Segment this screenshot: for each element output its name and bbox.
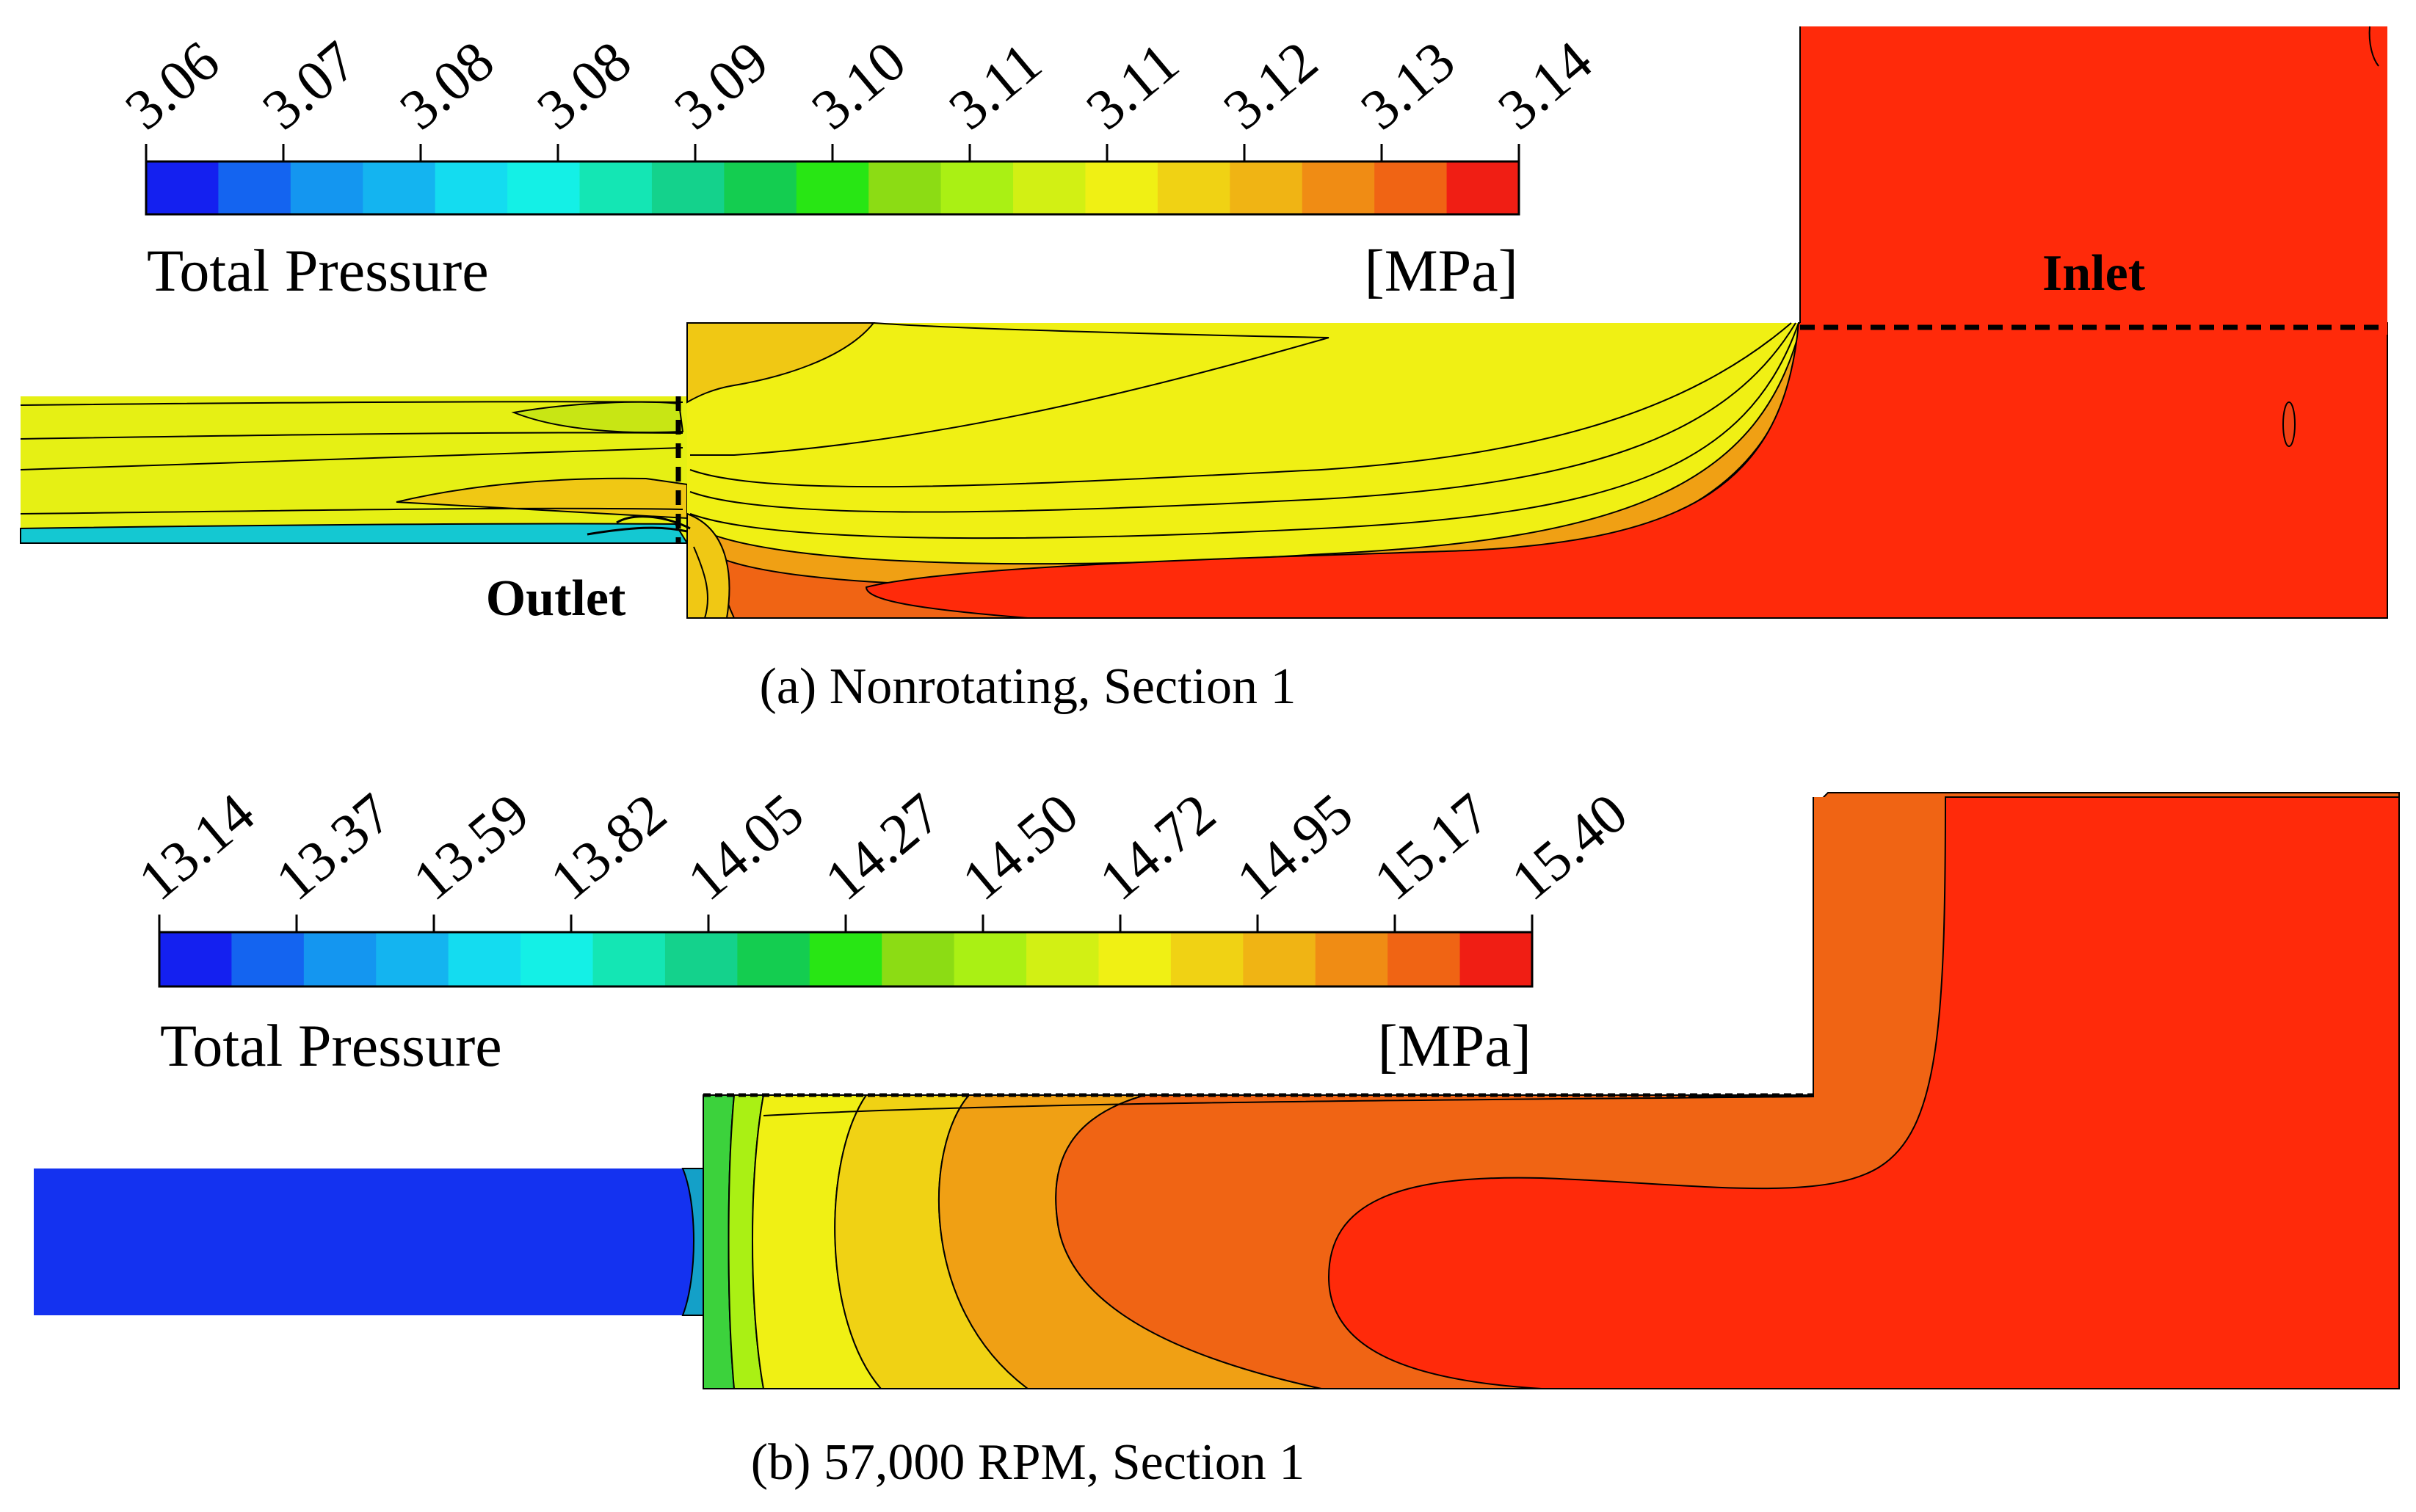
- legend-a-color-segment: [796, 161, 869, 214]
- legend-a-tick-label: 3.08: [525, 29, 642, 142]
- legend-b-tick-label: 14.50: [950, 781, 1089, 912]
- legend-a-color-segment: [218, 161, 291, 214]
- legend-b-unit: [MPa]: [1377, 1012, 1531, 1079]
- legend-b-color-segment: [664, 932, 738, 986]
- legend-a-tick-label: 3.07: [250, 29, 368, 142]
- legend-b-color-segment: [303, 932, 377, 986]
- chamber-a-outlet-corner: [686, 512, 730, 619]
- legend-b-color-segment: [376, 932, 449, 986]
- legend-b-tick-label: 14.72: [1087, 781, 1227, 912]
- legend-a-tick-label: 3.09: [662, 29, 780, 142]
- legend-b-tick-label: 15.40: [1499, 781, 1639, 912]
- legend-a-color-segment: [579, 161, 653, 214]
- chamber-b-red-core: [1327, 796, 2400, 1389]
- outlet-pipe-a-green-spot: [511, 401, 684, 434]
- chamber-a-contour-3: [689, 322, 1796, 513]
- legend-b-color-segment: [159, 932, 233, 986]
- legend-a-color-segment: [940, 161, 1014, 214]
- legend-a: 3.06 3.07 3.08 3.08 3.09 3.10 3.11 3.11 3.12 3.13…: [113, 29, 1603, 304]
- panel-b: 13.1413.3713.5913.8214.0514.2714.5014.72…: [34, 781, 2400, 1491]
- legend-b-tick-label: 13.82: [538, 781, 678, 912]
- legend-a-color-segment: [1230, 161, 1303, 214]
- legend-b-tick-label: 13.37: [264, 781, 403, 912]
- flow-domain-a: Inlet Outlet: [20, 26, 2388, 627]
- outlet-pipe-a-wall-layer: [20, 523, 689, 544]
- chamber-a-contour-2: [689, 322, 1792, 488]
- legend-a-color-segment: [1085, 161, 1158, 214]
- legend-a-tick-label: 3.12: [1211, 29, 1329, 142]
- legend-a-tick-label: 3.08: [388, 29, 505, 142]
- legend-b-tick-labels: 13.1413.3713.5913.8214.0514.2714.5014.72…: [126, 781, 1639, 912]
- legend-b-color-segment: [737, 932, 810, 986]
- legend-b-tick-label: 14.95: [1225, 781, 1364, 912]
- legend-b-color-segment: [520, 932, 594, 986]
- legend-b-color-segment: [1243, 932, 1316, 986]
- legend-a-color-segment: [435, 161, 508, 214]
- flow-domain-b: [34, 792, 2400, 1389]
- legend-b-tick-label: 13.59: [401, 781, 540, 912]
- legend-a-ticks: [145, 144, 1520, 161]
- legend-b-tick-label: 14.27: [813, 781, 952, 912]
- legend-a-color-segment: [1013, 161, 1087, 214]
- outlet-pipe-b-edge: [681, 1168, 704, 1316]
- legend-a-tick-label: 3.06: [113, 29, 231, 142]
- panel-a: 3.06 3.07 3.08 3.08 3.09 3.10 3.11 3.11 3.12 3.13…: [20, 26, 2388, 715]
- legend-a-tick-label: 3.13: [1349, 29, 1466, 142]
- legend-b-color-segment: [592, 932, 666, 986]
- legend-b-color-segment: [1098, 932, 1172, 986]
- legend-b-color-segment: [1315, 932, 1388, 986]
- legend-b-color-segment: [448, 932, 521, 986]
- legend-a-color-segment: [1157, 161, 1230, 214]
- legend-b-color-segment: [882, 932, 955, 986]
- legend-b-tick-label: 15.17: [1362, 781, 1501, 912]
- legend-b-color-segment: [231, 932, 305, 986]
- legend-a-unit: [MPa]: [1364, 237, 1518, 304]
- outlet-pipe-b: [34, 1168, 694, 1315]
- legend-a-color-segment: [290, 161, 363, 214]
- legend-b-color-segment: [954, 932, 1027, 986]
- legend-b-color-segment: [1387, 932, 1461, 986]
- legend-b-tick-label: 13.14: [126, 781, 266, 912]
- legend-b-color-segment: [1170, 932, 1244, 986]
- legend-b-color-segment: [1459, 932, 1533, 986]
- legend-a-color-segment: [363, 161, 436, 214]
- inlet-riser-a: [1800, 26, 2387, 335]
- legend-a-tick-label: 3.11: [937, 29, 1053, 142]
- legend-b-color-segment: [1026, 932, 1100, 986]
- chamber-a-top-contour: [690, 322, 1329, 456]
- legend-a-color-segment: [507, 161, 581, 214]
- legend-a-color-segment: [868, 161, 942, 214]
- legend-b-color-segment: [809, 932, 882, 986]
- legend-a-colorbar: [146, 161, 1520, 214]
- legend-a-tick-label: 3.14: [1486, 29, 1603, 142]
- legend-a-tick-labels: 3.06 3.07 3.08 3.08 3.09 3.10 3.11 3.11 3.12 3.13…: [113, 29, 1603, 142]
- legend-a-title: Total Pressure: [147, 237, 489, 304]
- caption-a: (a) Nonrotating, Section 1: [760, 658, 1296, 715]
- legend-a-color-segment: [1446, 161, 1520, 214]
- legend-a-tick-label: 3.10: [799, 29, 917, 142]
- chamber-a-small-island: [2282, 401, 2296, 447]
- legend-a-color-segment: [1374, 161, 1448, 214]
- inlet-label: Inlet: [2042, 245, 2145, 302]
- legend-a-color-segment: [651, 161, 725, 214]
- chamber-a-orange-zone: [686, 322, 876, 404]
- legend-a-color-segment: [1302, 161, 1375, 214]
- legend-b-colorbar: [159, 932, 1533, 986]
- outlet-label: Outlet: [486, 570, 626, 627]
- chamber-a-contour-4: [689, 322, 1799, 539]
- legend-b: 13.1413.3713.5913.8214.0514.2714.5014.72…: [126, 781, 1639, 1079]
- caption-b: (b) 57,000 RPM, Section 1: [751, 1434, 1305, 1491]
- legend-b-tick-label: 14.05: [675, 781, 815, 912]
- legend-a-color-segment: [146, 161, 220, 214]
- legend-a-color-segment: [724, 161, 797, 214]
- legend-b-title: Total Pressure: [160, 1012, 502, 1079]
- legend-b-ticks: [158, 915, 1534, 932]
- legend-a-tick-label: 3.11: [1074, 29, 1190, 142]
- chamber-a-red-core: [865, 322, 2388, 619]
